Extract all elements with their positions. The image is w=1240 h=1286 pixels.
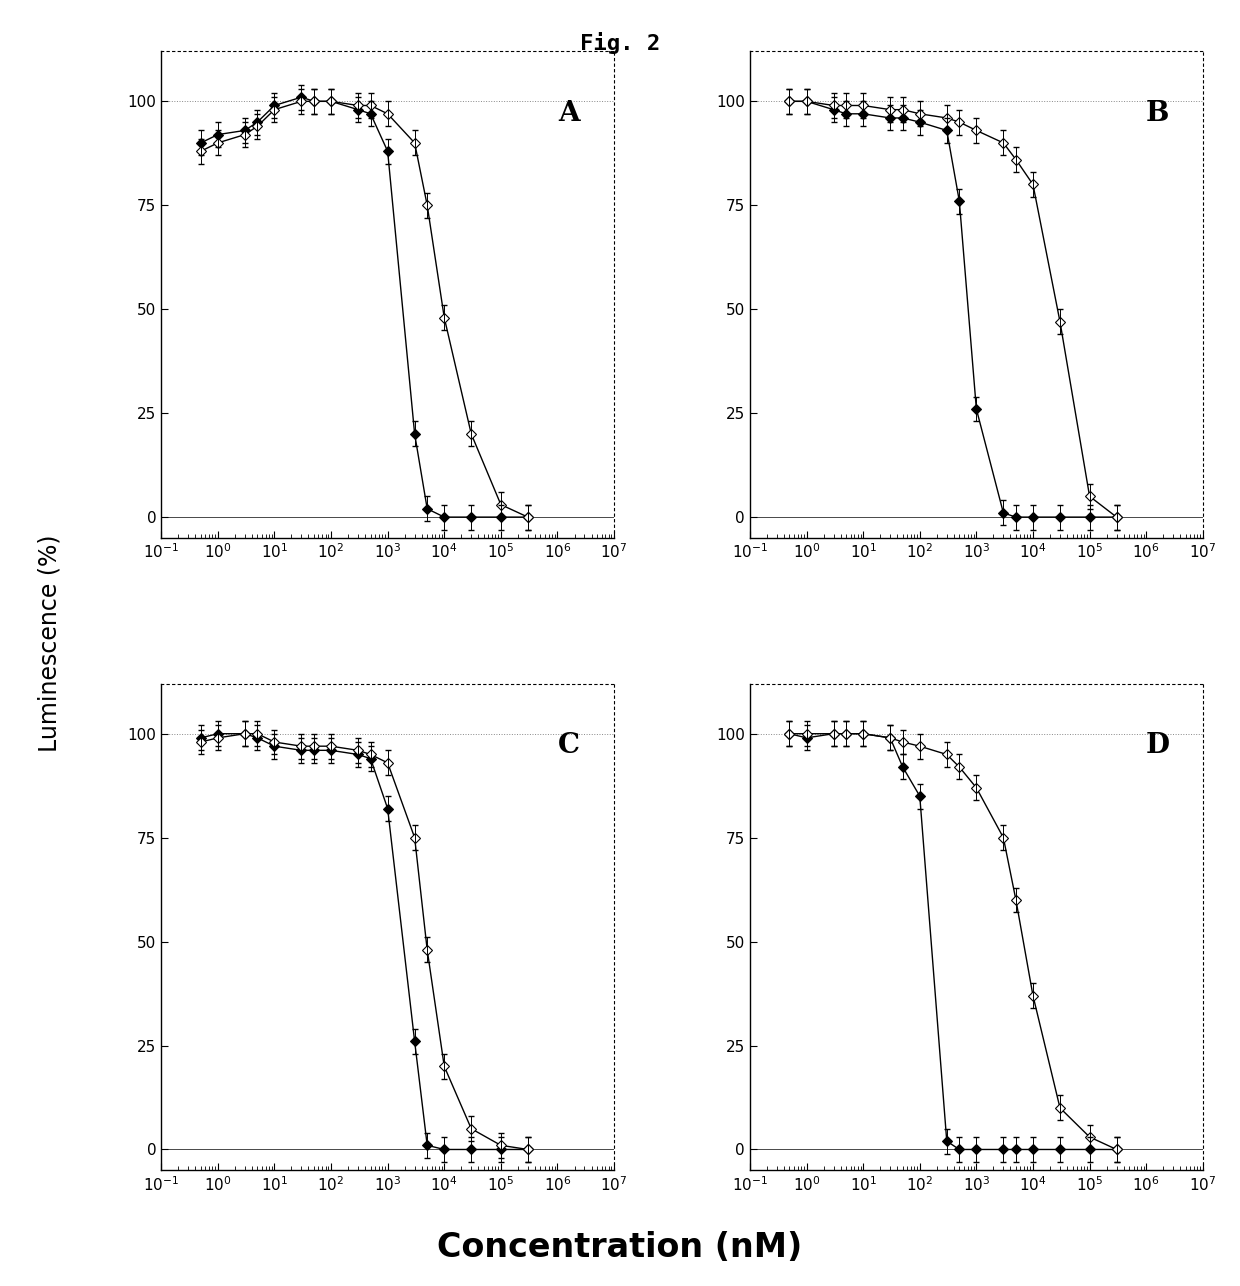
Text: Luminescence (%): Luminescence (%) bbox=[37, 534, 62, 752]
Text: Fig. 2: Fig. 2 bbox=[580, 32, 660, 54]
Text: Concentration (nM): Concentration (nM) bbox=[438, 1231, 802, 1264]
Text: D: D bbox=[1146, 733, 1169, 760]
Text: B: B bbox=[1146, 100, 1169, 127]
Text: C: C bbox=[558, 733, 580, 760]
Text: A: A bbox=[558, 100, 579, 127]
